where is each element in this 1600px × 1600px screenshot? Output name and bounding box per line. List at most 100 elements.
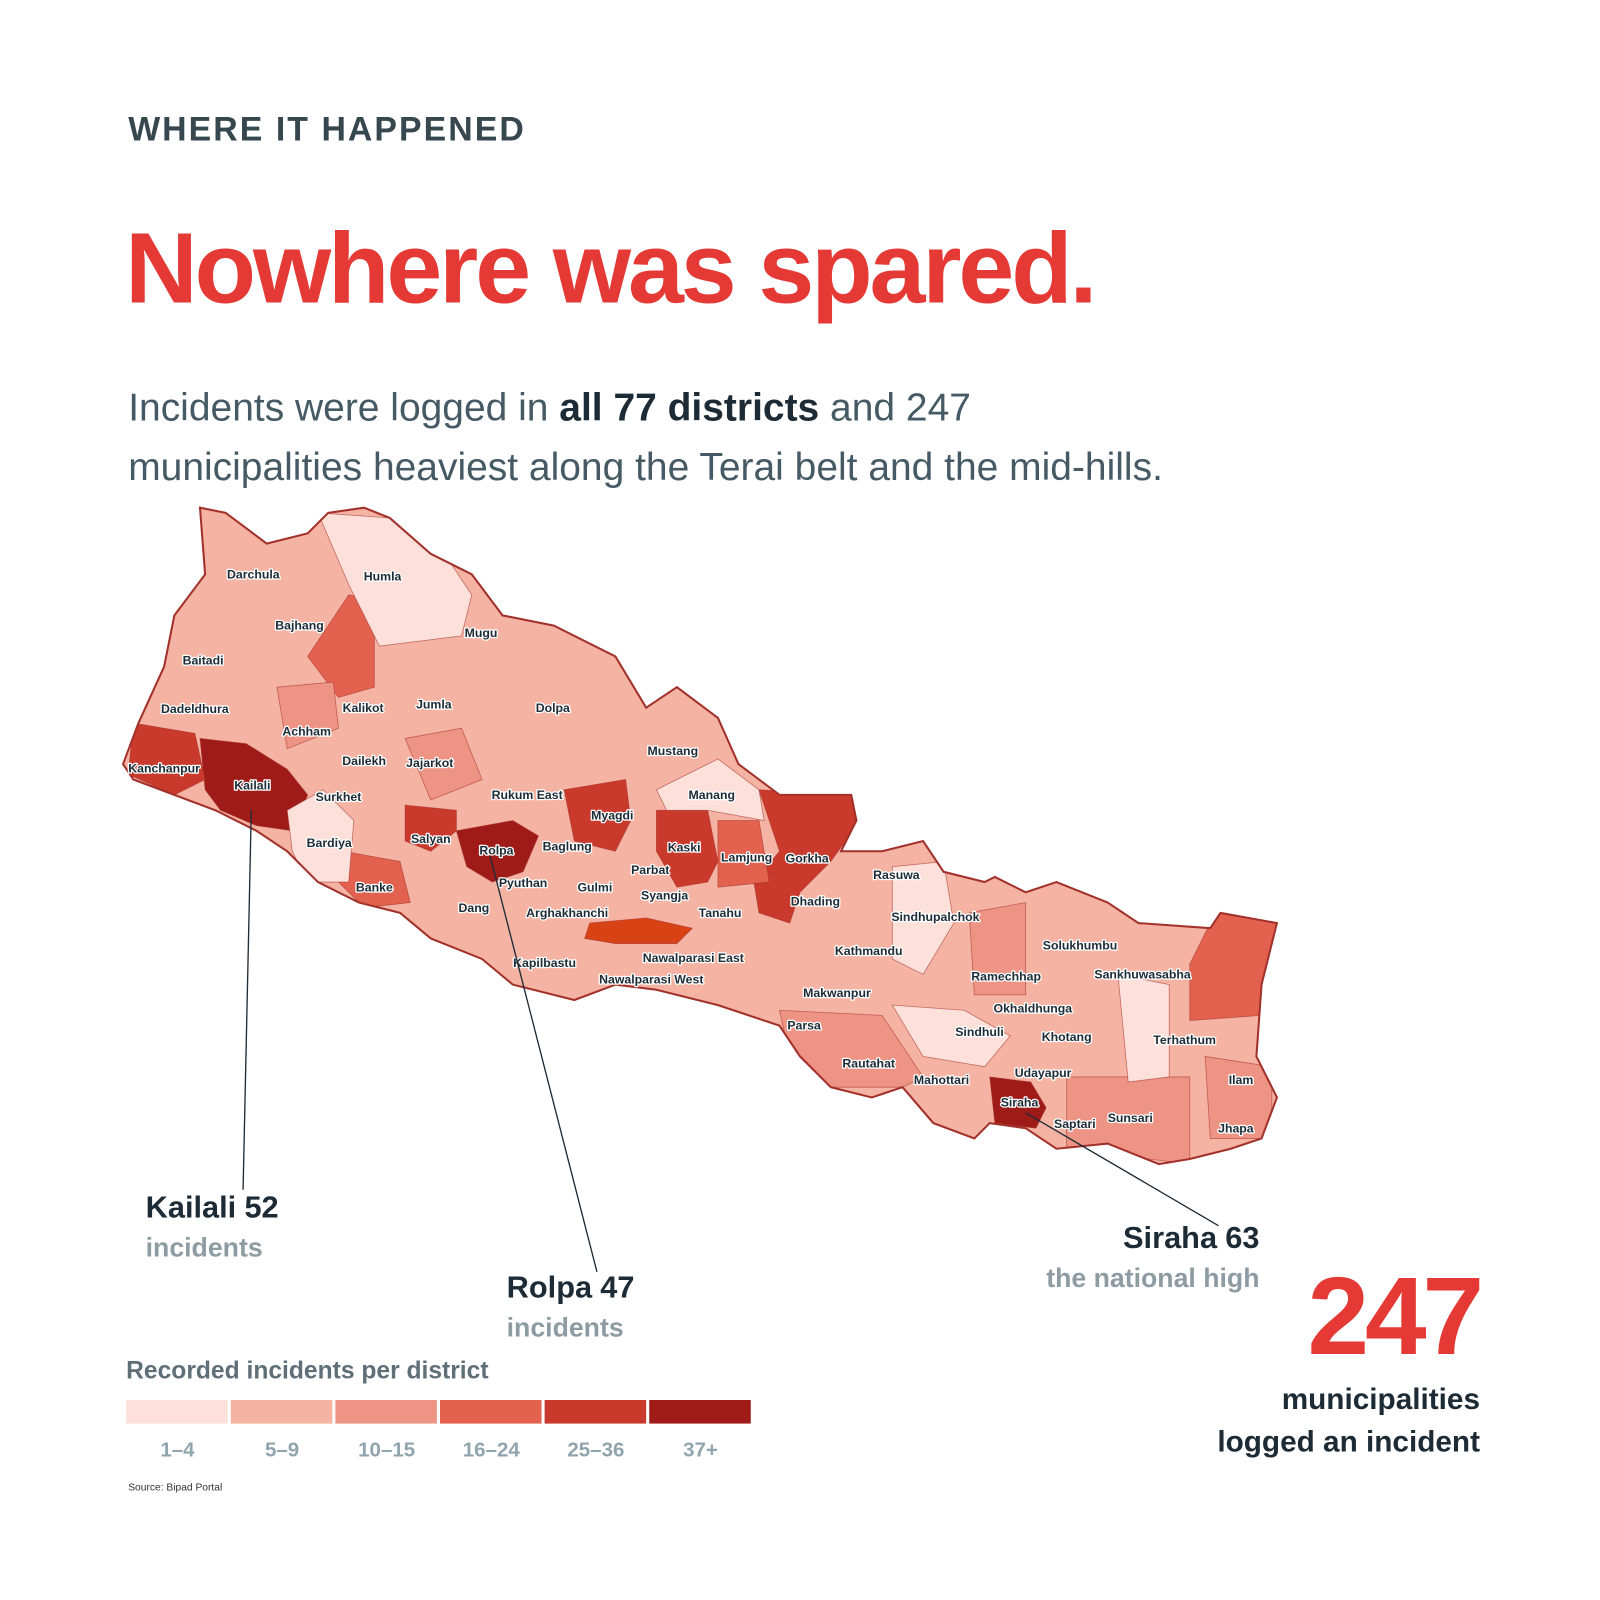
district-label: Tanahu bbox=[699, 906, 742, 920]
district-label: Lamjung bbox=[721, 851, 772, 865]
district-label: Banke bbox=[356, 880, 393, 894]
district-shape bbox=[286, 789, 355, 883]
district-shape bbox=[1117, 973, 1170, 1083]
district-label: Kaski bbox=[668, 840, 701, 854]
district-label: Dolpa bbox=[536, 701, 570, 715]
district-label: Pyuthan bbox=[499, 876, 548, 890]
stat-line: municipalities bbox=[1282, 1383, 1480, 1416]
district-shape bbox=[891, 861, 955, 975]
callout-title: Siraha 63 bbox=[1123, 1220, 1259, 1255]
district-label: Khotang bbox=[1042, 1030, 1092, 1044]
district-label: Dailekh bbox=[342, 754, 386, 768]
district-shape bbox=[891, 1004, 1011, 1068]
district-label: Sindhuli bbox=[955, 1025, 1004, 1039]
district-label: Sunsari bbox=[1108, 1111, 1153, 1125]
kicker: WHERE IT HAPPENED bbox=[128, 111, 526, 149]
callout-district: Siraha bbox=[1123, 1220, 1218, 1255]
callout-leader bbox=[1025, 1112, 1219, 1227]
district-label: Baitadi bbox=[183, 654, 224, 668]
district-label: Sankhuwasabha bbox=[1094, 967, 1191, 981]
subtitle-bold: all 77 districts bbox=[559, 387, 819, 430]
district-label: Udayapur bbox=[1015, 1066, 1072, 1080]
district-label: Ilam bbox=[1229, 1073, 1254, 1087]
district-shape bbox=[404, 804, 457, 852]
source: Source: Bipad Portal bbox=[128, 1482, 222, 1493]
callout-note: incidents bbox=[507, 1312, 624, 1342]
district-label: Gorkha bbox=[786, 852, 829, 866]
district-label: Gulmi bbox=[577, 880, 612, 894]
district-shape bbox=[563, 779, 632, 852]
legend-label: 10–15 bbox=[358, 1438, 415, 1461]
country-border bbox=[121, 506, 1279, 1166]
district-label: Syangja bbox=[641, 888, 688, 902]
district-label: Baglung bbox=[543, 839, 592, 853]
district-label: Sindhupalchok bbox=[891, 910, 979, 924]
legend-swatch bbox=[126, 1400, 228, 1424]
district-label: Solukhumbu bbox=[1043, 939, 1117, 953]
district-label: Jajarkot bbox=[406, 756, 453, 770]
callout-title: Kailali 52 bbox=[146, 1189, 279, 1224]
legend-label: 1–4 bbox=[160, 1438, 195, 1461]
district-label: Siraha bbox=[1001, 1096, 1039, 1110]
district-shape bbox=[584, 917, 694, 944]
district-label: Bardiya bbox=[307, 836, 352, 850]
callout-count: 63 bbox=[1225, 1220, 1259, 1255]
district-label: Terhathum bbox=[1153, 1033, 1216, 1047]
district-shape bbox=[276, 681, 339, 750]
district-label: Kanchanpur bbox=[128, 761, 200, 775]
district-label: Kailali bbox=[234, 779, 270, 793]
legend-swatch bbox=[335, 1400, 437, 1424]
district-label: Dadeldhura bbox=[161, 702, 229, 716]
stat-line: logged an incident bbox=[1217, 1425, 1480, 1458]
district-label: Ramechhap bbox=[971, 970, 1041, 984]
district-label: Salyan bbox=[411, 832, 451, 846]
legend-title: Recorded incidents per district bbox=[126, 1357, 488, 1384]
callout-note: the national high bbox=[1046, 1263, 1259, 1293]
legend-label: 5–9 bbox=[265, 1438, 299, 1461]
district-label: Dhading bbox=[791, 895, 840, 909]
district-label: Rautahat bbox=[842, 1057, 895, 1071]
callout-leader bbox=[489, 856, 598, 1272]
district-label: Mustang bbox=[648, 744, 699, 758]
callout-district: Kailali bbox=[146, 1189, 237, 1224]
legend-swatch bbox=[649, 1400, 751, 1424]
callout-title: Rolpa 47 bbox=[507, 1269, 635, 1304]
district-label: Okhaldhunga bbox=[994, 1001, 1073, 1015]
subtitle-line: Incidents were logged in all 77 district… bbox=[128, 387, 971, 430]
callout-count: 47 bbox=[600, 1269, 634, 1304]
callout-leader bbox=[242, 810, 252, 1190]
district-shape bbox=[989, 1076, 1047, 1129]
district-label: Humla bbox=[364, 570, 402, 584]
callout-note: incidents bbox=[146, 1232, 263, 1262]
district-label: Bajhang bbox=[275, 619, 324, 633]
district-label: Makwanpur bbox=[803, 986, 871, 1000]
district-shape bbox=[404, 727, 483, 801]
district-label: Saptari bbox=[1054, 1117, 1096, 1131]
district-shape bbox=[655, 758, 765, 822]
stat-value: 247 bbox=[1308, 1255, 1480, 1378]
district-label: Parbat bbox=[631, 863, 669, 877]
district-label: Surkhet bbox=[316, 790, 362, 804]
district-shape bbox=[717, 820, 770, 888]
district-label: Kalikot bbox=[343, 701, 384, 715]
district-label: Arghakhanchi bbox=[526, 906, 608, 920]
legend-swatch bbox=[440, 1400, 542, 1424]
annotations: Kailali 52 incidents Rolpa 47 incidents Siraha… bbox=[126, 810, 1484, 1493]
district-label: Dang bbox=[458, 901, 489, 915]
legend-label: 16–24 bbox=[463, 1438, 521, 1461]
headline: Nowhere was spared. bbox=[125, 213, 1094, 325]
district-label: Darchula bbox=[227, 567, 280, 581]
legend-label: 37+ bbox=[683, 1438, 718, 1461]
district-label: Myagdi bbox=[591, 808, 633, 822]
district-label: Nawalparasi West bbox=[599, 973, 703, 987]
subtitle-text: Incidents were logged in bbox=[128, 387, 548, 430]
district-label: Jumla bbox=[416, 698, 452, 712]
district-shape bbox=[127, 722, 206, 796]
district-label: Kapilbastu bbox=[513, 956, 576, 970]
district-shape bbox=[968, 902, 1027, 996]
district-label: Jhapa bbox=[1218, 1121, 1254, 1135]
district-label: Achham bbox=[282, 724, 331, 738]
district-label: Rasuwa bbox=[873, 868, 920, 882]
district-shades bbox=[127, 512, 1277, 1165]
